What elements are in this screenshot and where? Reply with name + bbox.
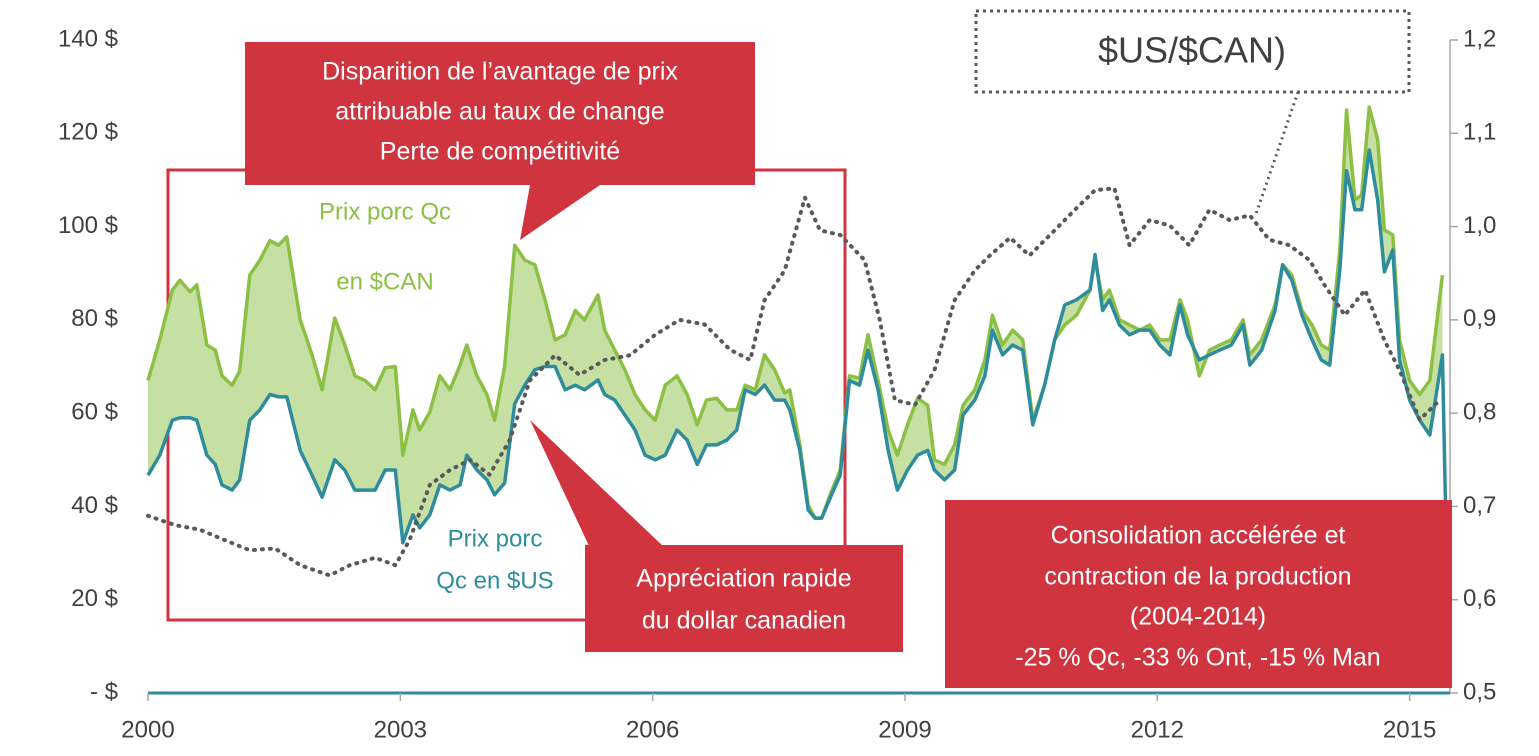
callout-text: Disparition de l’avantage de prix bbox=[322, 58, 678, 86]
series-label: Qc en $US bbox=[436, 567, 553, 594]
y-tick-label: 60 $ bbox=[71, 398, 118, 425]
callout-text: attribuable au taux de change bbox=[335, 98, 664, 126]
x-tick-label: 2003 bbox=[374, 716, 427, 743]
y-tick-label: 140 $ bbox=[58, 25, 118, 52]
x-tick-label: 2009 bbox=[878, 716, 931, 743]
series-label-box bbox=[974, 9, 1411, 94]
y2-tick-label: 1,0 bbox=[1463, 212, 1496, 239]
series-label: $US/$CAN) bbox=[1098, 30, 1286, 71]
callout-box bbox=[945, 500, 1452, 688]
series-label: Prix porc bbox=[448, 525, 543, 552]
spread-area bbox=[148, 107, 1443, 543]
callout-text: -25 % Qc, -33 % Ont, -15 % Man bbox=[1015, 644, 1380, 672]
series-label: en $CAN bbox=[336, 268, 433, 295]
callout-pointer bbox=[530, 420, 665, 548]
series-label: Prix porc Qc bbox=[319, 198, 451, 225]
y2-tick-label: 0,5 bbox=[1463, 678, 1496, 705]
y2-tick-label: 0,9 bbox=[1463, 305, 1496, 332]
series-line bbox=[146, 186, 1442, 578]
y-tick-label: 40 $ bbox=[71, 492, 118, 519]
callout-text: Appréciation rapide bbox=[636, 565, 851, 593]
y-tick-label: 120 $ bbox=[58, 119, 118, 146]
y-tick-label: - $ bbox=[90, 678, 118, 705]
callout-pointer bbox=[520, 185, 600, 240]
y2-tick-label: 0,7 bbox=[1463, 492, 1496, 519]
y2-tick-label: 0,6 bbox=[1463, 585, 1496, 612]
y-tick-label: 20 $ bbox=[71, 585, 118, 612]
callout-text: Consolidation accélérée et bbox=[1051, 522, 1346, 550]
x-tick-label: 2006 bbox=[626, 716, 679, 743]
x-tick-label: 2012 bbox=[1131, 716, 1184, 743]
callout-text: Perte de compétitivité bbox=[380, 138, 620, 166]
callout-text: contraction de la production bbox=[1044, 563, 1351, 591]
y2-tick-label: 1,2 bbox=[1463, 25, 1496, 52]
series-line bbox=[146, 148, 1448, 545]
label-leader bbox=[1254, 91, 1300, 215]
callout-box bbox=[245, 42, 755, 185]
callout-box bbox=[585, 545, 903, 652]
y2-tick-label: 0,8 bbox=[1463, 398, 1496, 425]
y-tick-label: 100 $ bbox=[58, 212, 118, 239]
x-tick-label: 2000 bbox=[121, 716, 174, 743]
callout-text: (2004-2014) bbox=[1130, 603, 1266, 631]
plot-background: - $ 20 $ 40 $ 60 $ 80 $ 100 $ 120 $ 140 $ 0,5 0,6… bbox=[58, 25, 1496, 743]
callout-text: du dollar canadien bbox=[642, 607, 846, 635]
y2-tick-label: 1,1 bbox=[1463, 119, 1496, 146]
plot bbox=[146, 105, 1448, 578]
y-tick-label: 80 $ bbox=[71, 305, 118, 332]
x-tick-label: 2015 bbox=[1383, 716, 1436, 743]
